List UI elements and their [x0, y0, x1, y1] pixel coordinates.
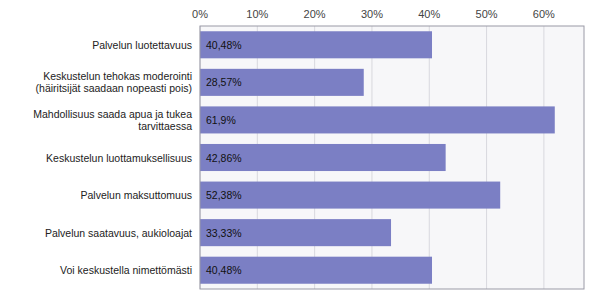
category-label-line: Palvelun saatavuus, aukioloajat: [45, 227, 192, 239]
data-label: 61,9%: [206, 114, 236, 126]
bar: [200, 219, 391, 246]
data-label: 40,48%: [206, 264, 242, 276]
data-label: 40,48%: [206, 39, 242, 51]
category-label-line: Keskustelun luottamuksellisuus: [46, 152, 192, 164]
bar: [200, 69, 364, 96]
category-label: Palvelun saatavuus, aukioloajat: [45, 227, 192, 239]
category-label-line: Palvelun luotettavuus: [92, 39, 192, 51]
category-label: Mahdollisuus saada apua ja tukeatarvitta…: [33, 108, 192, 132]
bar: [200, 106, 555, 133]
data-label: 52,38%: [206, 189, 242, 201]
x-tick-label: 50%: [476, 8, 498, 20]
plot-frame: [200, 26, 584, 289]
category-label: Palvelun luotettavuus: [92, 39, 192, 51]
grid: [200, 26, 544, 289]
bar: [200, 182, 500, 209]
category-label-line: Mahdollisuus saada apua ja tukea: [33, 108, 192, 120]
x-tick-label: 30%: [361, 8, 383, 20]
x-tick-label: 20%: [304, 8, 326, 20]
chart-container: 0% 10% 20% 30% 40% 50% 60% 40,48% 28,57% 61,9% 42,…: [0, 0, 600, 299]
x-tick-label: 10%: [246, 8, 268, 20]
y-axis: Palvelun luotettavuus Keskustelun tehokas…: [33, 39, 192, 276]
category-label-line: tarvittaessa: [138, 120, 192, 132]
bar: [200, 144, 446, 171]
bar: [200, 257, 432, 284]
category-label: Keskustelun tehokas moderointi(häiritsij…: [36, 70, 192, 94]
plot-background: [200, 26, 584, 289]
x-tick-label: 60%: [533, 8, 555, 20]
data-label: 33,33%: [206, 227, 242, 239]
grid-line: [543, 26, 544, 289]
data-label: 28,57%: [206, 76, 242, 88]
x-axis: 0% 10% 20% 30% 40% 50% 60%: [192, 8, 555, 20]
grid-line: [486, 26, 487, 289]
category-label: Voi keskustella nimettömästi: [60, 264, 192, 276]
category-label-line: Keskustelun tehokas moderointi: [43, 70, 192, 82]
data-label: 42,86%: [206, 152, 242, 164]
category-label-line: Palvelun maksuttomuus: [81, 189, 192, 201]
bar: [200, 31, 432, 58]
category-label-line: Voi keskustella nimettömästi: [60, 264, 192, 276]
bars: [200, 31, 555, 283]
category-label-line: (häiritsijät saadaan nopeasti pois): [36, 82, 192, 94]
data-labels: 40,48% 28,57% 61,9% 42,86% 52,38% 33,33% 40,48…: [206, 39, 242, 276]
x-tick-label: 40%: [418, 8, 440, 20]
chart: 0% 10% 20% 30% 40% 50% 60% 40,48% 28,57% 61,9% 42,…: [0, 0, 600, 299]
category-label: Palvelun maksuttomuus: [81, 189, 192, 201]
x-tick-label: 0%: [192, 8, 208, 20]
category-label: Keskustelun luottamuksellisuus: [46, 152, 192, 164]
